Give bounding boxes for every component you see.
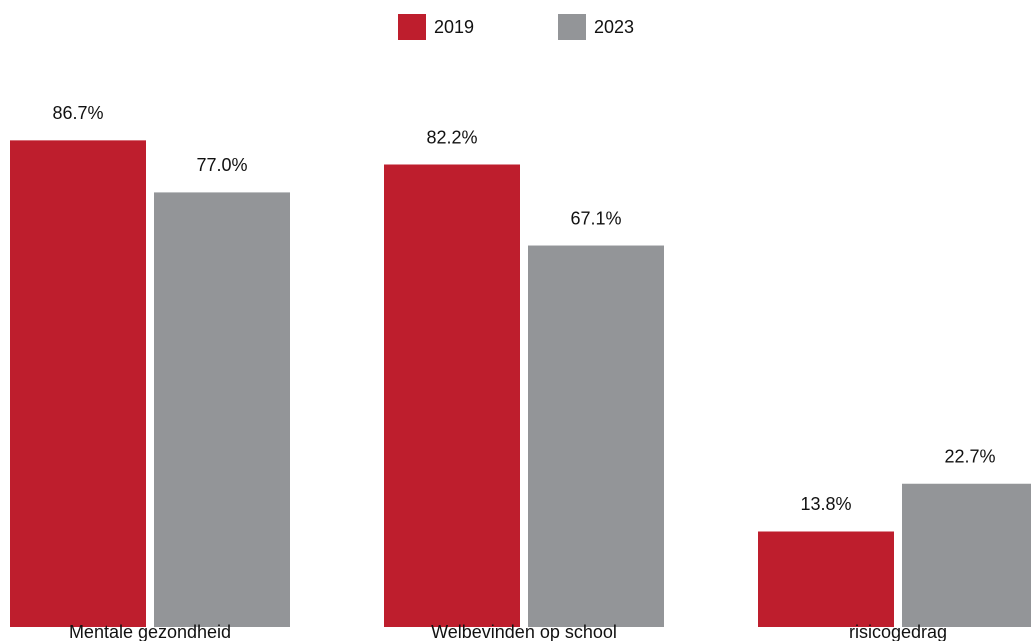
bar bbox=[10, 140, 146, 627]
legend-label: 2023 bbox=[594, 17, 634, 37]
legend-label: 2019 bbox=[434, 17, 474, 37]
value-label: 82.2% bbox=[426, 127, 477, 147]
legend-swatch bbox=[558, 14, 586, 40]
value-label: 22.7% bbox=[944, 446, 995, 466]
value-label: 86.7% bbox=[52, 103, 103, 123]
bar bbox=[528, 245, 664, 627]
value-label: 13.8% bbox=[800, 494, 851, 514]
x-tick-label: Mentale gezondheid bbox=[69, 622, 231, 641]
legend-swatch bbox=[398, 14, 426, 40]
bar bbox=[758, 531, 894, 627]
x-tick-label: risicogedrag bbox=[849, 622, 947, 641]
bar bbox=[384, 164, 520, 627]
value-label: 77.0% bbox=[196, 155, 247, 175]
bar bbox=[902, 483, 1031, 627]
bar bbox=[154, 192, 290, 627]
value-label: 67.1% bbox=[570, 208, 621, 228]
x-tick-label: Welbevinden op school bbox=[431, 622, 617, 641]
